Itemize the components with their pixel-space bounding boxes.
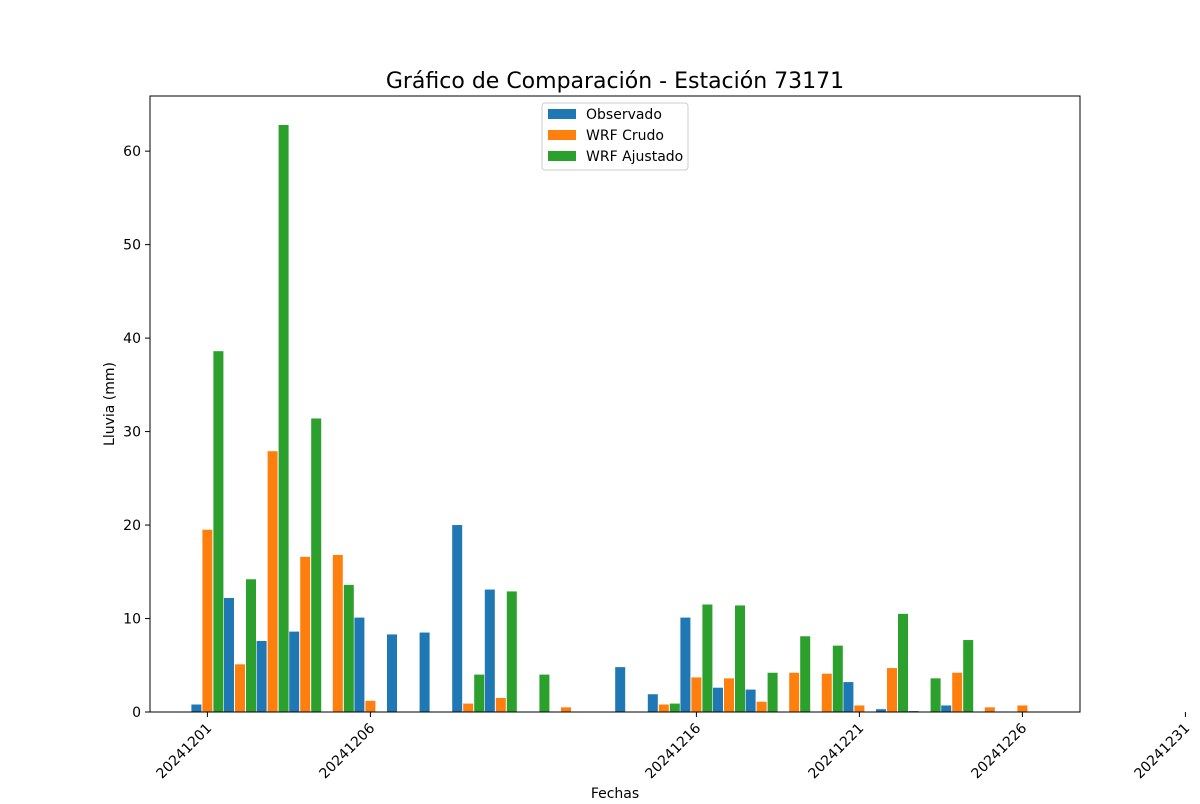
bar-observado-20241202 bbox=[224, 597, 234, 712]
bar-wrf-crudo-20241205 bbox=[332, 554, 343, 712]
y-tick-label-50: 50 bbox=[123, 238, 141, 254]
legend-label-observado: Observado bbox=[586, 107, 662, 123]
bar-wrf-ajustado-20241203 bbox=[278, 124, 289, 713]
bar-wrf-ajustado-20241204 bbox=[311, 418, 322, 712]
bar-wrf-crudo-20241206 bbox=[365, 700, 376, 712]
bar-wrf-crudo-20241201 bbox=[202, 529, 213, 712]
y-tick-label-20: 20 bbox=[123, 518, 141, 534]
y-tick-label-60: 60 bbox=[123, 144, 141, 160]
bar-observado-20241208 bbox=[419, 632, 430, 712]
bar-observado-20241203 bbox=[256, 640, 267, 712]
bar-wrf-ajustado-20241201 bbox=[213, 351, 224, 712]
bar-observado-20241210 bbox=[484, 589, 495, 712]
bar-observado-20241207 bbox=[387, 634, 397, 712]
y-axis-label: Lluvia (mm) bbox=[102, 362, 118, 446]
y-tick-label-30: 30 bbox=[123, 425, 141, 441]
bar-observado-20241216 bbox=[680, 617, 691, 712]
bar-wrf-ajustado-20241222 bbox=[898, 613, 908, 712]
bar-wrf-ajustado-20241220 bbox=[832, 645, 843, 712]
bar-wrf-ajustado-20241202 bbox=[246, 579, 256, 712]
y-axis: 0 10 20 30 40 50 60 bbox=[123, 144, 150, 721]
bar-observado-20241224 bbox=[941, 705, 952, 712]
bar-observado-20241217 bbox=[713, 687, 723, 712]
bar-wrf-ajustado-20241210 bbox=[506, 591, 517, 712]
legend-swatch-wrf-crudo bbox=[548, 130, 576, 140]
legend-swatch-observado bbox=[548, 109, 576, 119]
bar-wrf-crudo-20241226 bbox=[1017, 705, 1028, 712]
bar-wrf-ajustado-20241223 bbox=[930, 678, 941, 712]
bar-wrf-crudo-20241209 bbox=[463, 703, 474, 712]
bar-wrf-crudo-20241222 bbox=[887, 668, 897, 712]
legend-swatch-wrf-ajustado bbox=[548, 151, 576, 161]
bar-wrf-crudo-20241217 bbox=[724, 678, 734, 712]
legend-box bbox=[541, 102, 689, 171]
bar-wrf-crudo-20241212 bbox=[561, 707, 571, 712]
bar-wrf-ajustado-20241218 bbox=[767, 672, 778, 712]
legend-label-wrf-crudo: WRF Crudo bbox=[586, 128, 664, 144]
bar-wrf-crudo-20241215 bbox=[658, 704, 669, 712]
legend: Observado WRF Crudo WRF Ajustado bbox=[541, 102, 689, 171]
bar-wrf-crudo-20241203 bbox=[267, 451, 278, 712]
bar-observado-20241218 bbox=[745, 689, 756, 712]
y-tick-label-10: 10 bbox=[123, 612, 141, 628]
bar-wrf-ajustado-20241216 bbox=[702, 604, 713, 712]
bar-observado-20241206 bbox=[354, 617, 365, 712]
bar-wrf-crudo-20241202 bbox=[235, 664, 245, 712]
bar-wrf-ajustado-20241219 bbox=[800, 636, 811, 712]
bar-observado-20241201 bbox=[191, 704, 202, 712]
bar-wrf-ajustado-20241211 bbox=[539, 674, 550, 712]
bar-wrf-crudo-20241210 bbox=[495, 697, 506, 712]
bar-wrf-crudo-20241225 bbox=[984, 707, 995, 712]
bar-observado-20241215 bbox=[647, 694, 658, 712]
y-tick-label-40: 40 bbox=[123, 331, 141, 347]
bar-wrf-crudo-20241204 bbox=[300, 556, 311, 712]
bar-wrf-ajustado-20241217 bbox=[735, 605, 745, 712]
chart-title: Gráfico de Comparación - Estación 73171 bbox=[386, 69, 844, 94]
legend-label-wrf-ajustado: WRF Ajustado bbox=[586, 149, 683, 165]
bar-wrf-crudo-20241220 bbox=[821, 673, 832, 712]
bar-wrf-ajustado-20241215 bbox=[669, 703, 680, 712]
bar-observado-20241214 bbox=[615, 667, 626, 712]
bar-wrf-ajustado-20241205 bbox=[343, 584, 354, 712]
bar-wrf-crudo-20241224 bbox=[952, 672, 963, 712]
bar-wrf-ajustado-20241209 bbox=[474, 674, 485, 712]
x-axis-label: Fechas bbox=[591, 786, 639, 800]
bar-observado-20241209 bbox=[452, 525, 463, 712]
bars-group bbox=[191, 124, 1028, 713]
bar-wrf-crudo-20241216 bbox=[691, 677, 702, 712]
bar-observado-20241222 bbox=[876, 709, 886, 712]
bar-wrf-crudo-20241221 bbox=[854, 705, 865, 712]
y-tick-label-0: 0 bbox=[132, 705, 141, 721]
plot-frame bbox=[149, 95, 1081, 713]
bar-observado-20241221 bbox=[843, 682, 854, 712]
bar-observado-20241204 bbox=[289, 631, 300, 712]
bar-wrf-crudo-20241219 bbox=[789, 672, 800, 712]
bar-wrf-ajustado-20241224 bbox=[963, 640, 974, 712]
bar-wrf-crudo-20241218 bbox=[756, 701, 767, 712]
